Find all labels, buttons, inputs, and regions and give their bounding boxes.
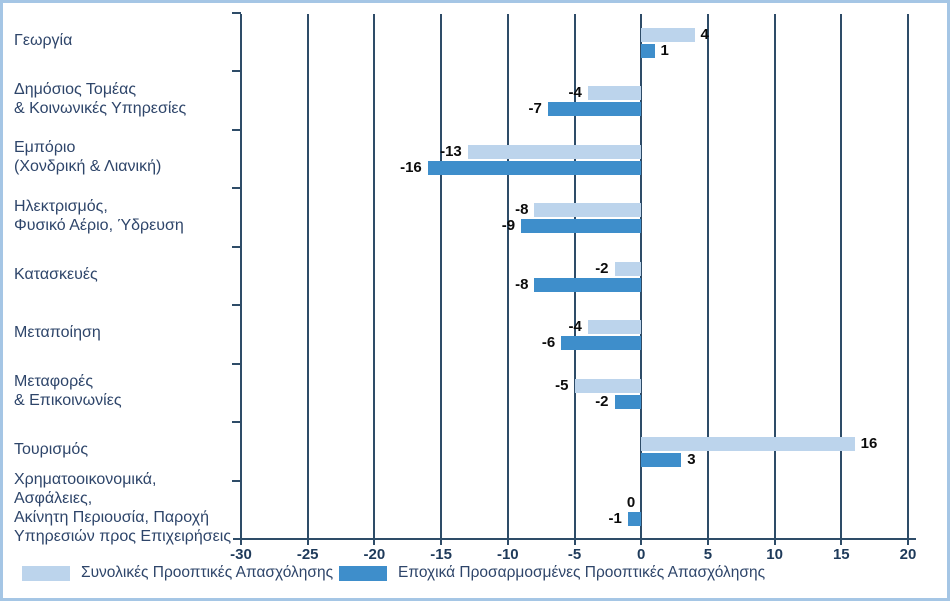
category-label: Τουρισμός <box>14 440 89 458</box>
category-boundary-tick <box>232 187 241 190</box>
x-axis-line <box>233 538 916 540</box>
bar <box>534 277 642 292</box>
x-tick-label: 0 <box>637 546 646 563</box>
category-label: Μεταφορές & Επικοινωνίες <box>14 373 122 409</box>
value-label: -9 <box>501 217 516 235</box>
bar <box>467 144 642 159</box>
value-label: -2 <box>595 392 609 410</box>
x-tick-label: 5 <box>703 546 713 563</box>
value-label: 16 <box>860 435 878 453</box>
value-label: -5 <box>555 376 569 394</box>
category-label: Μεταποίηση <box>14 324 101 341</box>
category-boundary-tick <box>232 421 241 424</box>
category-boundary-tick <box>232 245 241 248</box>
gridline <box>840 14 843 545</box>
x-tick-label: 20 <box>899 546 917 563</box>
category-label: Ηλεκτρισμός, Φυσικό Αέριο, Ύδρευση <box>14 197 184 234</box>
value-label: -4 <box>568 318 582 336</box>
bar <box>427 160 642 175</box>
value-label: -6 <box>541 334 556 352</box>
bar <box>627 511 642 526</box>
value-label: -1 <box>608 509 622 527</box>
bar <box>587 320 642 335</box>
bar <box>561 336 642 351</box>
category-boundary-tick <box>232 70 241 73</box>
bar <box>614 261 642 276</box>
bar <box>641 28 695 42</box>
value-label: -7 <box>528 100 542 118</box>
bar <box>641 437 855 452</box>
bar <box>614 394 642 409</box>
value-label: -8 <box>515 275 529 293</box>
x-tick-label: -5 <box>567 546 582 563</box>
value-label: -13 <box>440 142 462 160</box>
gridline <box>240 14 242 545</box>
gridline <box>773 14 776 545</box>
legend-label-seasonal: Εποχικά Προσαρμοσμένες Προοπτικές Απασχό… <box>398 564 766 581</box>
value-label: -16 <box>400 158 422 176</box>
x-tick-label: -20 <box>363 546 386 563</box>
value-label: 1 <box>660 42 669 59</box>
bar <box>547 102 642 117</box>
x-tick-label: -15 <box>430 546 452 563</box>
category-label: Εμπόριο (Χονδρική & Λιανική) <box>14 139 162 176</box>
value-label: 3 <box>687 451 696 469</box>
gridline <box>907 14 909 545</box>
category-boundary-tick <box>232 304 241 307</box>
legend-swatch-total <box>22 565 70 581</box>
bar <box>534 203 642 218</box>
bar <box>587 86 642 101</box>
x-tick-label: 15 <box>832 546 850 563</box>
gridline <box>440 14 443 545</box>
x-tick-label: -25 <box>296 546 319 563</box>
category-boundary-tick <box>232 362 241 365</box>
value-label: 0 <box>626 493 636 511</box>
legend-swatch-seasonal <box>339 565 387 581</box>
legend-label-total: Συνολικές Προοπτικές Απασχόλησης <box>81 564 334 581</box>
bar <box>641 453 682 468</box>
x-tick-label: 10 <box>766 546 783 563</box>
category-label: Χρηματοοικονομικά, Ασφάλειες, Ακίνητη Πε… <box>14 471 232 545</box>
gridline <box>706 14 709 545</box>
bar <box>641 44 655 58</box>
category-label: Κατασκευές <box>14 265 98 283</box>
x-tick-label: -10 <box>496 546 519 563</box>
bar <box>574 378 642 393</box>
value-label: 4 <box>700 26 709 43</box>
gridline <box>306 14 309 545</box>
category-boundary-tick <box>232 12 241 14</box>
category-boundary-tick <box>232 479 241 482</box>
category-label: Γεωργία <box>14 31 73 49</box>
legend-item-seasonal: Εποχικά Προσαρμοσμένες Προοπτικές Απασχό… <box>339 563 765 583</box>
gridline <box>506 14 509 545</box>
category-label: Δημόσιος Τομέας & Κοινωνικές Υπηρεσίες <box>14 80 187 117</box>
category-boundary-tick <box>232 128 241 131</box>
legend-item-total: Συνολικές Προοπτικές Απασχόλησης <box>22 563 333 583</box>
value-label: -2 <box>595 259 609 277</box>
value-label: -4 <box>568 84 582 102</box>
value-label: -8 <box>515 201 529 219</box>
x-tick-label: -30 <box>230 546 252 563</box>
bar <box>521 219 642 234</box>
gridline <box>640 14 643 545</box>
gridline <box>373 14 376 545</box>
